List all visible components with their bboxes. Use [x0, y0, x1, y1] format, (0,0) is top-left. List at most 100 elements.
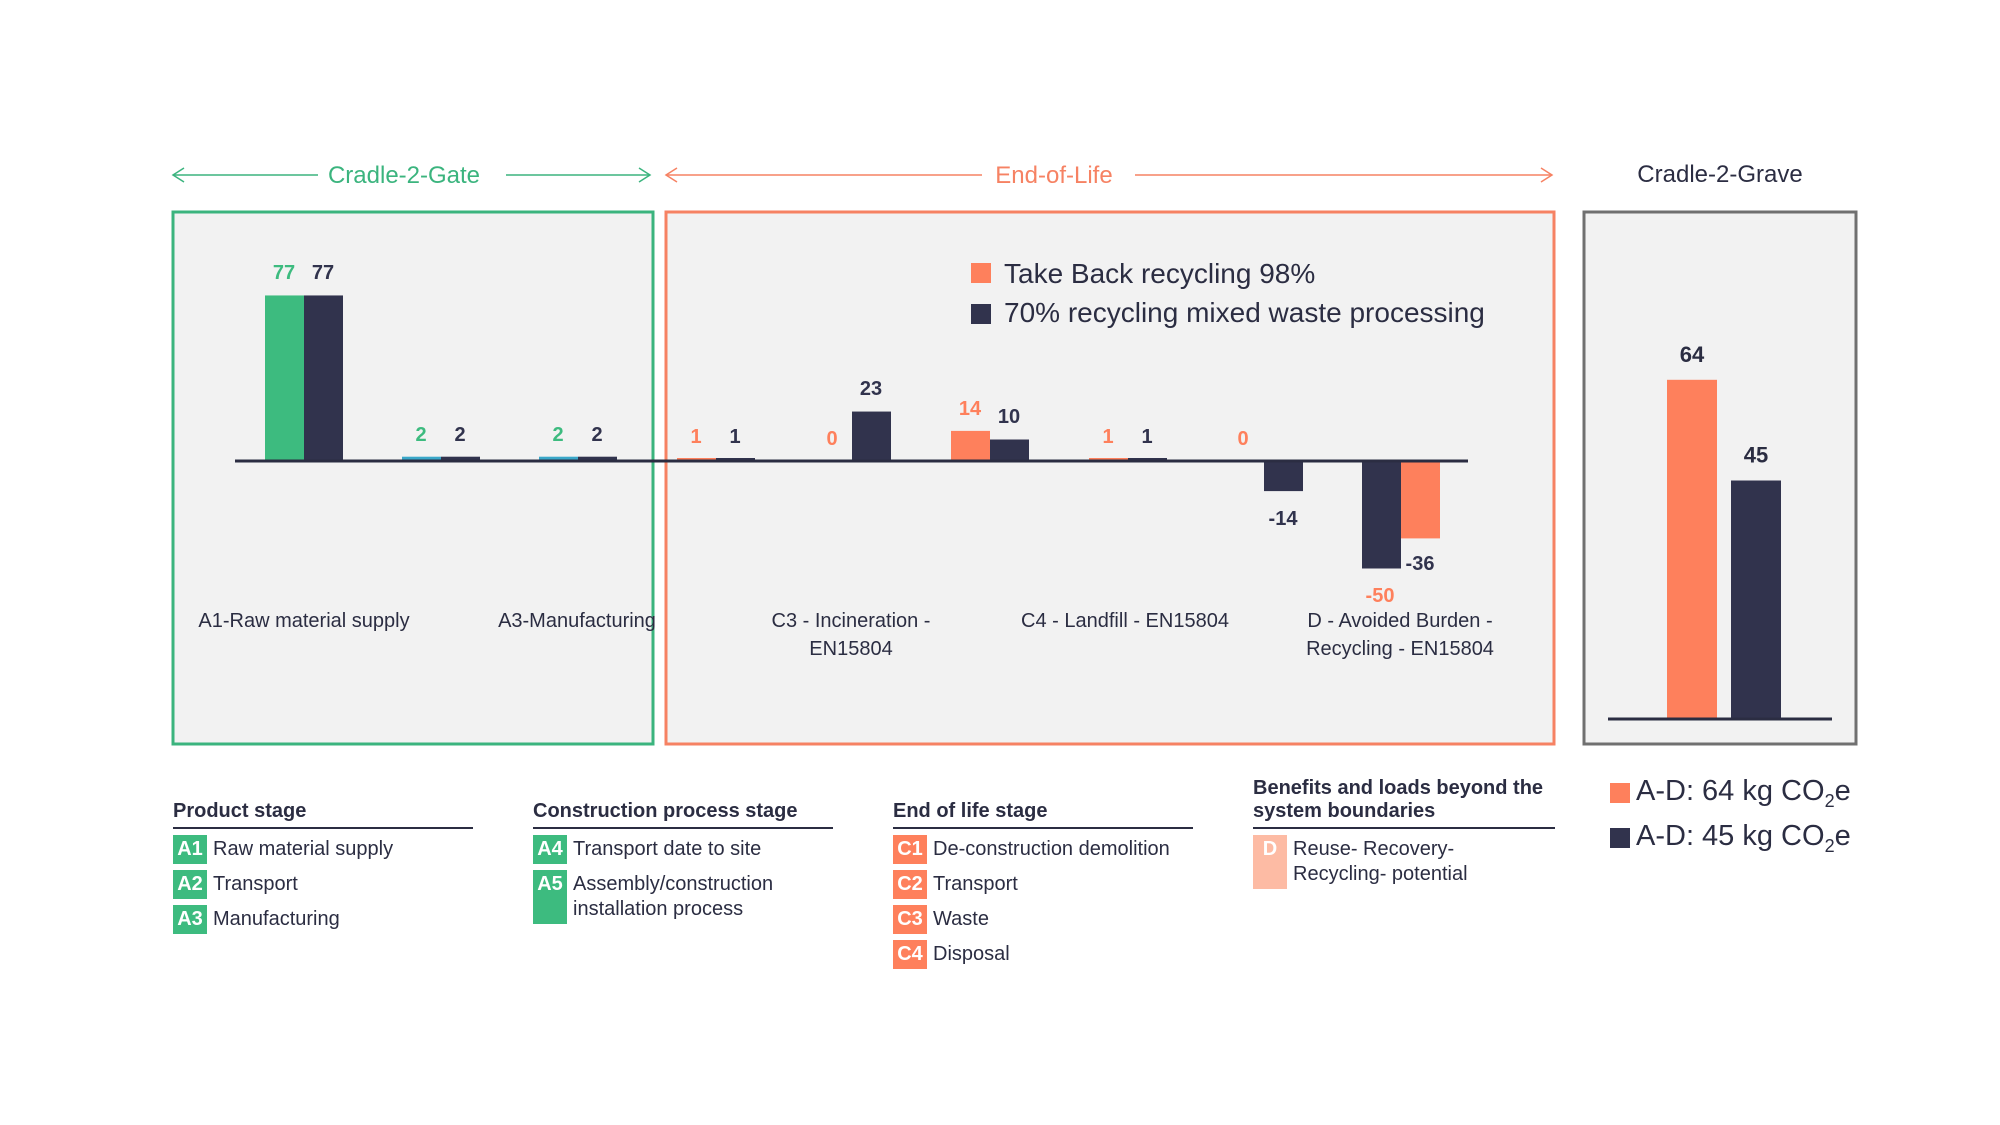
value-label-d-dark-14: -14 [1269, 508, 1299, 530]
bar-a2-green [402, 456, 441, 461]
legend-code-a5: A5 [533, 870, 567, 924]
value-label-a3-dark: 2 [591, 424, 602, 446]
bar-c2-dark [852, 411, 891, 461]
end-of-life-arrow [664, 167, 1554, 183]
value-label-c1-orange: 1 [690, 426, 701, 448]
legend-item-a5: A5 Assembly/construction installation pro… [533, 870, 833, 924]
bar-a3-green [539, 456, 578, 461]
category-label-c4: C4 - Landfill - EN15804 [1021, 610, 1229, 632]
legend-item-label: Assembly/construction installation proce… [573, 873, 774, 920]
bar-a3-dark [578, 456, 617, 461]
end-of-life-label: End-of-Life [995, 162, 1112, 189]
bar-a1-green [265, 295, 304, 461]
legend-item-c1: C1 De-construction demolition [893, 835, 1193, 864]
value-label-grave-orange: 64 [1680, 342, 1705, 367]
legend-item-a3: A3 Manufacturing [173, 905, 473, 934]
legend-item-label: Waste [933, 908, 989, 930]
cradle-to-gate-label: Cradle-2-Gate [328, 162, 480, 189]
value-label-a2-dark: 2 [454, 424, 465, 446]
legend-item-label: Transport [933, 873, 1018, 895]
legend-swatch-mixed [971, 304, 991, 324]
legend-item-label: Reuse- Recovery- Recycling- potential [1293, 838, 1468, 885]
legend-construction-stage: Construction process stage A4 Transport da… [533, 800, 833, 930]
legend-end-of-life-stage: End of life stage C1 De-construction demol… [893, 800, 1193, 975]
legend-item-a4: A4 Transport date to site [533, 835, 833, 864]
value-label-c2-dark: 23 [860, 378, 882, 400]
category-label-a3: A3-Manufacturing [498, 610, 656, 632]
value-label-c4-dark: 1 [1141, 426, 1152, 448]
bar-c3-orange [951, 430, 990, 461]
legend-item-c2: C2 Transport [893, 870, 1193, 899]
category-label-a1: A1-Raw material supply [198, 610, 409, 632]
cradle-to-grave-panel [1582, 210, 1858, 746]
legend-code-a1: A1 [173, 835, 207, 864]
bar-grave-orange [1667, 379, 1717, 719]
legend-item-label: Transport [213, 873, 298, 895]
legend-swatch-take-back [971, 263, 991, 283]
category-labels-layer: A1-Raw material supply A3-Manufacturing C3… [198, 610, 1494, 660]
legend-code-d: D [1253, 835, 1287, 889]
category-label-c3: C3 - Incineration - [772, 610, 931, 632]
summary-legend: A-D: 64 kg CO2e A-D: 45 kg CO2e [1610, 775, 1851, 865]
legend-code-c2: C2 [893, 870, 927, 899]
legend-item-label: De-construction demolition [933, 838, 1170, 860]
summary-text-take-back: A-D: 64 kg CO2e [1636, 775, 1851, 811]
legend-code-c1: C1 [893, 835, 927, 864]
legend-product-stage: Product stage A1 Raw material supply A2 Tran… [173, 800, 473, 940]
bar-a2-dark [441, 456, 480, 461]
value-label-a1-dark: 77 [312, 262, 334, 284]
legend-code-a2: A2 [173, 870, 207, 899]
value-label-d-orange-36: -36 [1406, 553, 1435, 575]
category-label-d: D - Avoided Burden - [1307, 610, 1492, 632]
cradle-to-gate-arrow [171, 167, 652, 183]
legend-code-a4: A4 [533, 835, 567, 864]
bar-grave-dark [1731, 480, 1781, 719]
cradle-to-gate-panel [171, 210, 655, 746]
bar-a1-dark [304, 295, 343, 461]
legend-item-label: Raw material supply [213, 838, 394, 860]
legend-code-c3: C3 [893, 905, 927, 934]
legend-item-a2: A2 Transport [173, 870, 473, 899]
grave-bars-layer: 64 45 [1667, 342, 1781, 719]
legend-code-a3: A3 [173, 905, 207, 934]
legend-item-label: Transport date to site [573, 838, 762, 860]
summary-text-mixed: A-D: 45 kg CO2e [1636, 819, 1851, 856]
bar-d-dark-14 [1264, 461, 1303, 492]
value-label-grave-dark: 45 [1744, 443, 1768, 468]
bar-d-dark-50 [1362, 461, 1401, 569]
value-label-c3-dark: 10 [998, 406, 1020, 428]
legend-beyond-stage: Benefits and loads beyond the system bou… [1253, 777, 1555, 895]
legend-item-label: Manufacturing [213, 908, 340, 930]
summary-swatch-take-back [1610, 783, 1630, 804]
value-label-d-dark-50: -50 [1366, 585, 1395, 607]
value-label-d-orange-zero: 0 [1237, 428, 1248, 450]
legend-title-beyond-stage: Benefits and loads beyond the system bou… [1253, 777, 1555, 829]
value-label-c1-dark: 1 [729, 426, 740, 448]
value-label-a1-green: 77 [273, 262, 295, 284]
value-label-a3-green: 2 [552, 424, 563, 446]
legend-item-d: D Reuse- Recovery- Recycling- potential [1253, 835, 1555, 889]
value-label-c2-orange: 0 [826, 428, 837, 450]
legend-title-end-of-life-stage: End of life stage [893, 800, 1193, 829]
legend-label-mixed: 70% recycling mixed waste processing [1004, 297, 1485, 328]
legend-item-label: Disposal [933, 943, 1010, 965]
legend-item-a1: A1 Raw material supply [173, 835, 473, 864]
summary-row-mixed: A-D: 45 kg CO2e [1610, 820, 1851, 857]
value-label-c4-orange: 1 [1102, 426, 1113, 448]
legend-title-construction-stage: Construction process stage [533, 800, 833, 829]
legend-label-take-back: Take Back recycling 98% [1004, 258, 1315, 289]
bar-c3-dark [990, 439, 1029, 461]
legend-code-c4: C4 [893, 940, 927, 969]
legend-item-c4: C4 Disposal [893, 940, 1193, 969]
legend-title-product-stage: Product stage [173, 800, 473, 829]
summary-row-take-back: A-D: 64 kg CO2e [1610, 775, 1851, 812]
legend-item-c3: C3 Waste [893, 905, 1193, 934]
category-label-c3-line2: EN15804 [809, 638, 892, 660]
bar-d-orange-36 [1401, 461, 1440, 539]
cradle-to-grave-label: Cradle-2-Grave [1637, 161, 1802, 188]
value-label-a2-green: 2 [415, 424, 426, 446]
category-label-d-line2: Recycling - EN15804 [1306, 638, 1494, 660]
summary-swatch-mixed [1610, 828, 1630, 849]
